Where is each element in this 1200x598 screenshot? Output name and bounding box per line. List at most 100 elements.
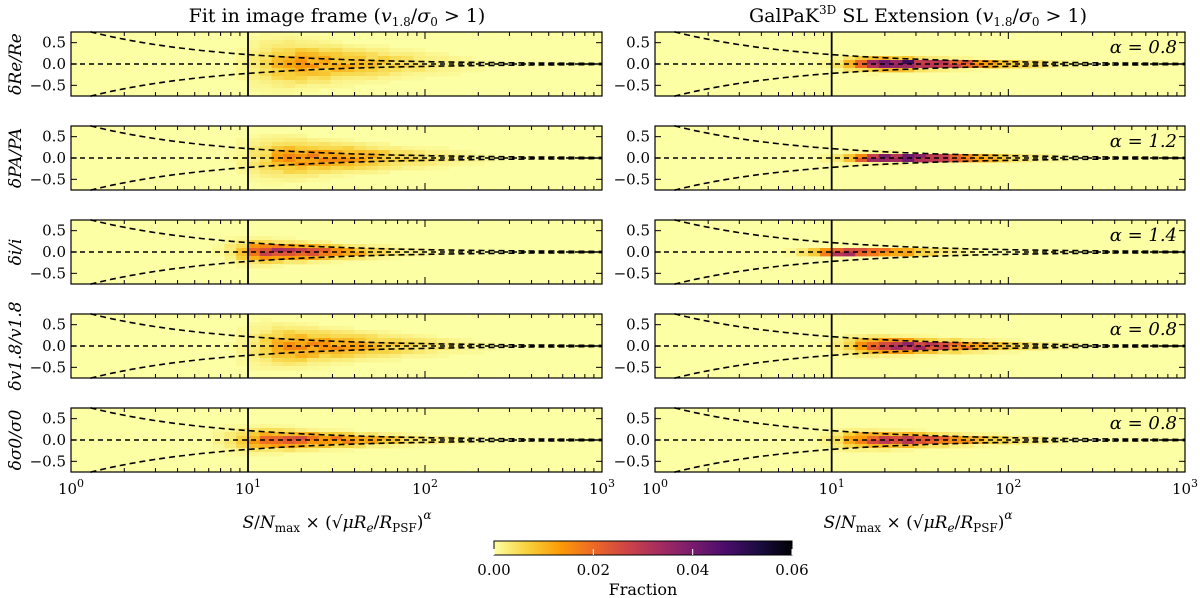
heatmap-cell bbox=[1055, 440, 1068, 445]
heatmap-cell bbox=[236, 48, 249, 53]
heatmap-cell bbox=[307, 436, 320, 441]
heatmap-cell bbox=[295, 174, 308, 179]
heatmap-cell bbox=[259, 84, 272, 89]
heatmap-cell bbox=[949, 440, 962, 445]
y-tick-label: 0.0 bbox=[42, 431, 66, 449]
heatmap-cell bbox=[236, 170, 249, 175]
heatmap-cell bbox=[925, 154, 939, 159]
heatmap-cell bbox=[867, 154, 880, 159]
heatmap-cell bbox=[271, 170, 284, 175]
heatmap-cell bbox=[401, 72, 414, 77]
heatmap-cell bbox=[855, 248, 868, 253]
heatmap-cell bbox=[307, 44, 320, 49]
heatmap-cell bbox=[342, 68, 355, 73]
heatmap-cell bbox=[1043, 60, 1056, 65]
heatmap-cell bbox=[843, 342, 856, 347]
heatmap-cell bbox=[307, 326, 320, 331]
alpha-label: α = 1.2 bbox=[1110, 131, 1177, 152]
heatmap-cell bbox=[295, 48, 308, 53]
heatmap-cell bbox=[342, 162, 355, 167]
heatmap-cell bbox=[271, 354, 284, 359]
heatmap-cell bbox=[902, 154, 915, 159]
heatmap-cell bbox=[413, 166, 426, 171]
heatmap-cell bbox=[295, 138, 308, 143]
heatmap-cell bbox=[366, 330, 379, 335]
heatmap-cell bbox=[354, 72, 367, 77]
heatmap-cell bbox=[236, 142, 249, 147]
heatmap-cell bbox=[330, 252, 343, 257]
heatmap-cell bbox=[973, 68, 986, 73]
heatmap-cell bbox=[925, 338, 939, 343]
heatmap-cell bbox=[401, 248, 414, 253]
heatmap-cell bbox=[855, 440, 868, 445]
heatmap-cell bbox=[366, 436, 379, 441]
heatmap-cell bbox=[283, 154, 296, 159]
heatmap-cell bbox=[330, 444, 343, 449]
heatmap-cell bbox=[342, 72, 355, 77]
heatmap-cell bbox=[401, 338, 414, 343]
heatmap-cell bbox=[248, 330, 261, 335]
heatmap-cell bbox=[283, 52, 296, 57]
heatmap-cell bbox=[236, 244, 249, 249]
heatmap-cell bbox=[271, 60, 284, 65]
heatmap-cell bbox=[984, 342, 997, 347]
heatmap-cell bbox=[784, 248, 797, 253]
heatmap-cell bbox=[212, 448, 225, 453]
heatmap-cell bbox=[949, 68, 962, 73]
heatmap-cell bbox=[867, 436, 880, 441]
heatmap-cell bbox=[248, 448, 261, 453]
heatmap-cell bbox=[224, 256, 237, 261]
alpha-label: α = 0.8 bbox=[1110, 319, 1177, 340]
heatmap-cell bbox=[271, 424, 284, 429]
heatmap-cell bbox=[949, 154, 962, 159]
heatmap-cell bbox=[283, 428, 296, 433]
heatmap-cell bbox=[283, 36, 296, 41]
heatmap-cell bbox=[236, 256, 249, 261]
heatmap-cell bbox=[295, 322, 308, 327]
heatmap-cell bbox=[283, 432, 296, 437]
heatmap-cell bbox=[843, 252, 856, 257]
heatmap-cell bbox=[307, 84, 320, 89]
heatmap-cell bbox=[236, 338, 249, 343]
heatmap-cell bbox=[389, 158, 402, 163]
heatmap-cell bbox=[307, 322, 320, 327]
heatmap-cell bbox=[248, 174, 261, 179]
heatmap-cell bbox=[248, 338, 261, 343]
heatmap-cell bbox=[377, 64, 390, 69]
heatmap-cell bbox=[961, 252, 974, 257]
heatmap-cell bbox=[1055, 346, 1068, 351]
heatmap-cell bbox=[283, 44, 296, 49]
heatmap-cell bbox=[248, 88, 261, 93]
heatmap-cell bbox=[307, 252, 320, 257]
heatmap-cell bbox=[401, 162, 414, 167]
heatmap-cell bbox=[271, 92, 284, 97]
heatmap-cell bbox=[248, 252, 261, 257]
heatmap-cell bbox=[224, 244, 237, 249]
heatmap-cell bbox=[307, 342, 320, 347]
heatmap-cell bbox=[366, 56, 379, 61]
heatmap-cell bbox=[307, 52, 320, 57]
heatmap-cell bbox=[248, 440, 261, 445]
heatmap-cell bbox=[389, 432, 402, 437]
heatmap-cell bbox=[236, 424, 249, 429]
heatmap-cell bbox=[307, 330, 320, 335]
heatmap-cell bbox=[354, 76, 367, 81]
heatmap-cell bbox=[307, 428, 320, 433]
heatmap-cell bbox=[259, 326, 272, 331]
heatmap-cell bbox=[902, 354, 915, 359]
heatmap-cell bbox=[295, 354, 308, 359]
heatmap-cell bbox=[271, 256, 284, 261]
heatmap-cell bbox=[307, 40, 320, 45]
heatmap-cell bbox=[224, 248, 237, 253]
heatmap-cell bbox=[330, 158, 343, 163]
heatmap-cell bbox=[961, 56, 974, 61]
heatmap-cell bbox=[283, 424, 296, 429]
heatmap-cell bbox=[366, 354, 379, 359]
heatmap-cell bbox=[354, 150, 367, 155]
heatmap-cell bbox=[236, 162, 249, 167]
heatmap-cell bbox=[283, 88, 296, 93]
heatmap-cell bbox=[377, 154, 390, 159]
heatmap-cell bbox=[855, 150, 868, 155]
heatmap-cell bbox=[867, 56, 880, 61]
heatmap-cell bbox=[271, 56, 284, 61]
